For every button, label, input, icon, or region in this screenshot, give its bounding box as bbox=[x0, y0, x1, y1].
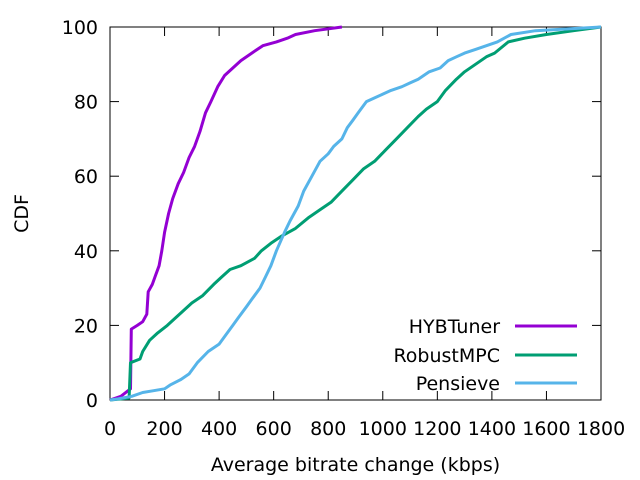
x-tick-label: 1200 bbox=[413, 418, 461, 440]
y-tick-label: 60 bbox=[74, 166, 98, 188]
legend-label-pensieve: Pensieve bbox=[416, 373, 500, 395]
legend-label-robustmpc: RobustMPC bbox=[393, 345, 500, 367]
legend-label-hybtuner: HYBTuner bbox=[409, 316, 500, 338]
series-line-hybtuner bbox=[109, 25, 343, 402]
series-lines bbox=[109, 25, 602, 402]
x-tick-label: 0 bbox=[104, 418, 116, 440]
x-tick-label: 1000 bbox=[359, 418, 407, 440]
series-line-robustmpc bbox=[109, 25, 602, 402]
y-tick-label: 20 bbox=[74, 315, 98, 337]
series-line-pensieve bbox=[109, 25, 602, 402]
x-tick-label: 1400 bbox=[468, 418, 516, 440]
x-tick-label: 400 bbox=[201, 418, 237, 440]
plot-border bbox=[109, 26, 602, 401]
x-tick-label: 600 bbox=[256, 418, 292, 440]
axis-ticks bbox=[109, 26, 602, 401]
x-tick-label: 200 bbox=[146, 418, 182, 440]
x-tick-label: 1800 bbox=[577, 418, 625, 440]
x-axis-label: Average bitrate change (kbps) bbox=[211, 454, 500, 476]
x-tick-label: 1600 bbox=[522, 418, 570, 440]
y-axis-label: CDF bbox=[11, 194, 33, 233]
plot-frame bbox=[109, 26, 602, 401]
tick-labels: 0 200 400 600 800 1000 1200 1400 1600 1800 0 20 40 60… bbox=[62, 17, 625, 440]
legend: HYBTuner RobustMPC Pensieve bbox=[393, 316, 577, 395]
x-tick-label: 800 bbox=[310, 418, 346, 440]
y-tick-label: 80 bbox=[74, 92, 98, 114]
y-tick-label: 40 bbox=[74, 241, 98, 263]
y-tick-label: 100 bbox=[62, 17, 98, 39]
y-tick-label: 0 bbox=[86, 390, 98, 412]
